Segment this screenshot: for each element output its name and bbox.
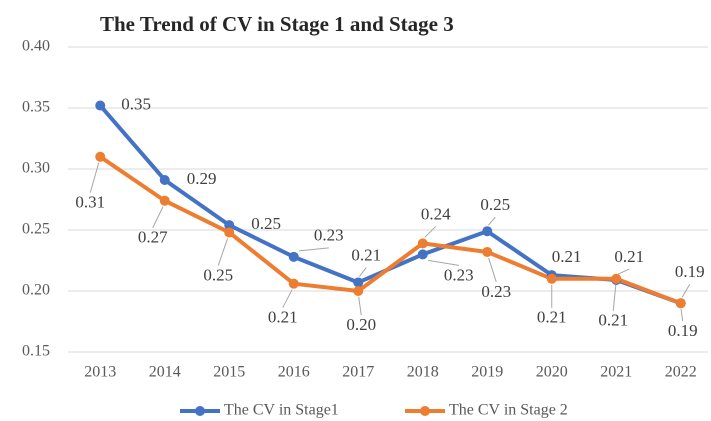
data-label: 0.23 [314, 226, 344, 245]
leader-line [612, 284, 617, 311]
data-point [417, 249, 428, 260]
leader-line [298, 247, 329, 252]
data-point [675, 298, 686, 309]
leader-line [152, 206, 164, 228]
x-tick-label: 2020 [536, 364, 568, 381]
leader-line [217, 238, 229, 266]
data-label: 0.19 [668, 321, 698, 340]
data-point [288, 251, 299, 262]
x-tick-label: 2017 [342, 364, 374, 381]
data-point [482, 226, 493, 237]
legend-marker [195, 406, 205, 416]
y-tick-label: 0.30 [22, 160, 50, 177]
data-point [159, 174, 170, 185]
leader-line [617, 268, 630, 275]
legend-label: The CV in Stage 2 [449, 402, 568, 419]
data-point [417, 238, 428, 249]
data-label: 0.25 [203, 265, 233, 284]
data-label: 0.23 [444, 265, 474, 284]
data-point [159, 195, 170, 206]
data-point [611, 273, 622, 284]
data-label: 0.21 [598, 311, 628, 330]
leader-line [282, 289, 293, 308]
data-label: 0.21 [614, 247, 644, 266]
leader-line [358, 296, 362, 316]
y-tick-label: 0.25 [22, 221, 50, 238]
data-label: 0.21 [537, 308, 567, 327]
leader-line [89, 162, 100, 193]
leader-line [488, 216, 496, 226]
data-label: 0.31 [75, 193, 105, 212]
x-tick-label: 2018 [407, 364, 439, 381]
leader-line [428, 259, 459, 266]
data-label: 0.19 [675, 262, 705, 281]
data-label: 0.20 [346, 315, 376, 334]
x-tick-label: 2019 [471, 364, 503, 381]
series-line [98, 104, 682, 306]
data-point [288, 278, 299, 289]
data-label: 0.23 [481, 282, 511, 301]
leader-line [680, 309, 684, 322]
x-tick-label: 2021 [600, 364, 632, 381]
data-label: 0.27 [138, 228, 168, 247]
data-label: 0.25 [251, 214, 281, 233]
y-tick-label: 0.15 [22, 343, 50, 360]
y-tick-label: 0.20 [22, 282, 50, 299]
data-point [353, 277, 364, 288]
data-label: 0.25 [480, 195, 510, 214]
leader-line [424, 226, 437, 238]
x-tick-label: 2015 [213, 364, 245, 381]
data-label: 0.21 [268, 308, 298, 327]
data-point [482, 246, 493, 257]
y-tick-label: 0.35 [22, 99, 50, 116]
legend-label: The CV in Stage1 [224, 402, 339, 419]
x-tick-label: 2016 [278, 364, 310, 381]
data-point [95, 151, 106, 162]
data-point [353, 286, 364, 296]
data-label: 0.29 [187, 169, 217, 188]
data-point [95, 100, 106, 111]
x-tick-label: 2022 [665, 364, 697, 381]
series-line [99, 155, 682, 306]
data-label: 0.21 [351, 245, 381, 264]
x-tick-label: 2013 [84, 364, 116, 381]
data-point [224, 227, 235, 238]
data-label: 0.35 [121, 94, 151, 113]
leader-line [681, 283, 691, 298]
chart-title: The Trend of CV in Stage 1 and Stage 3 [100, 12, 454, 36]
data-point [546, 273, 557, 284]
legend-marker [420, 406, 430, 416]
leader-line [488, 257, 497, 283]
leader-line [359, 267, 367, 277]
data-label: 0.24 [421, 204, 451, 223]
data-label: 0.21 [552, 247, 582, 266]
x-tick-label: 2014 [149, 364, 181, 381]
data-point [224, 220, 235, 231]
y-tick-label: 0.40 [22, 38, 50, 55]
